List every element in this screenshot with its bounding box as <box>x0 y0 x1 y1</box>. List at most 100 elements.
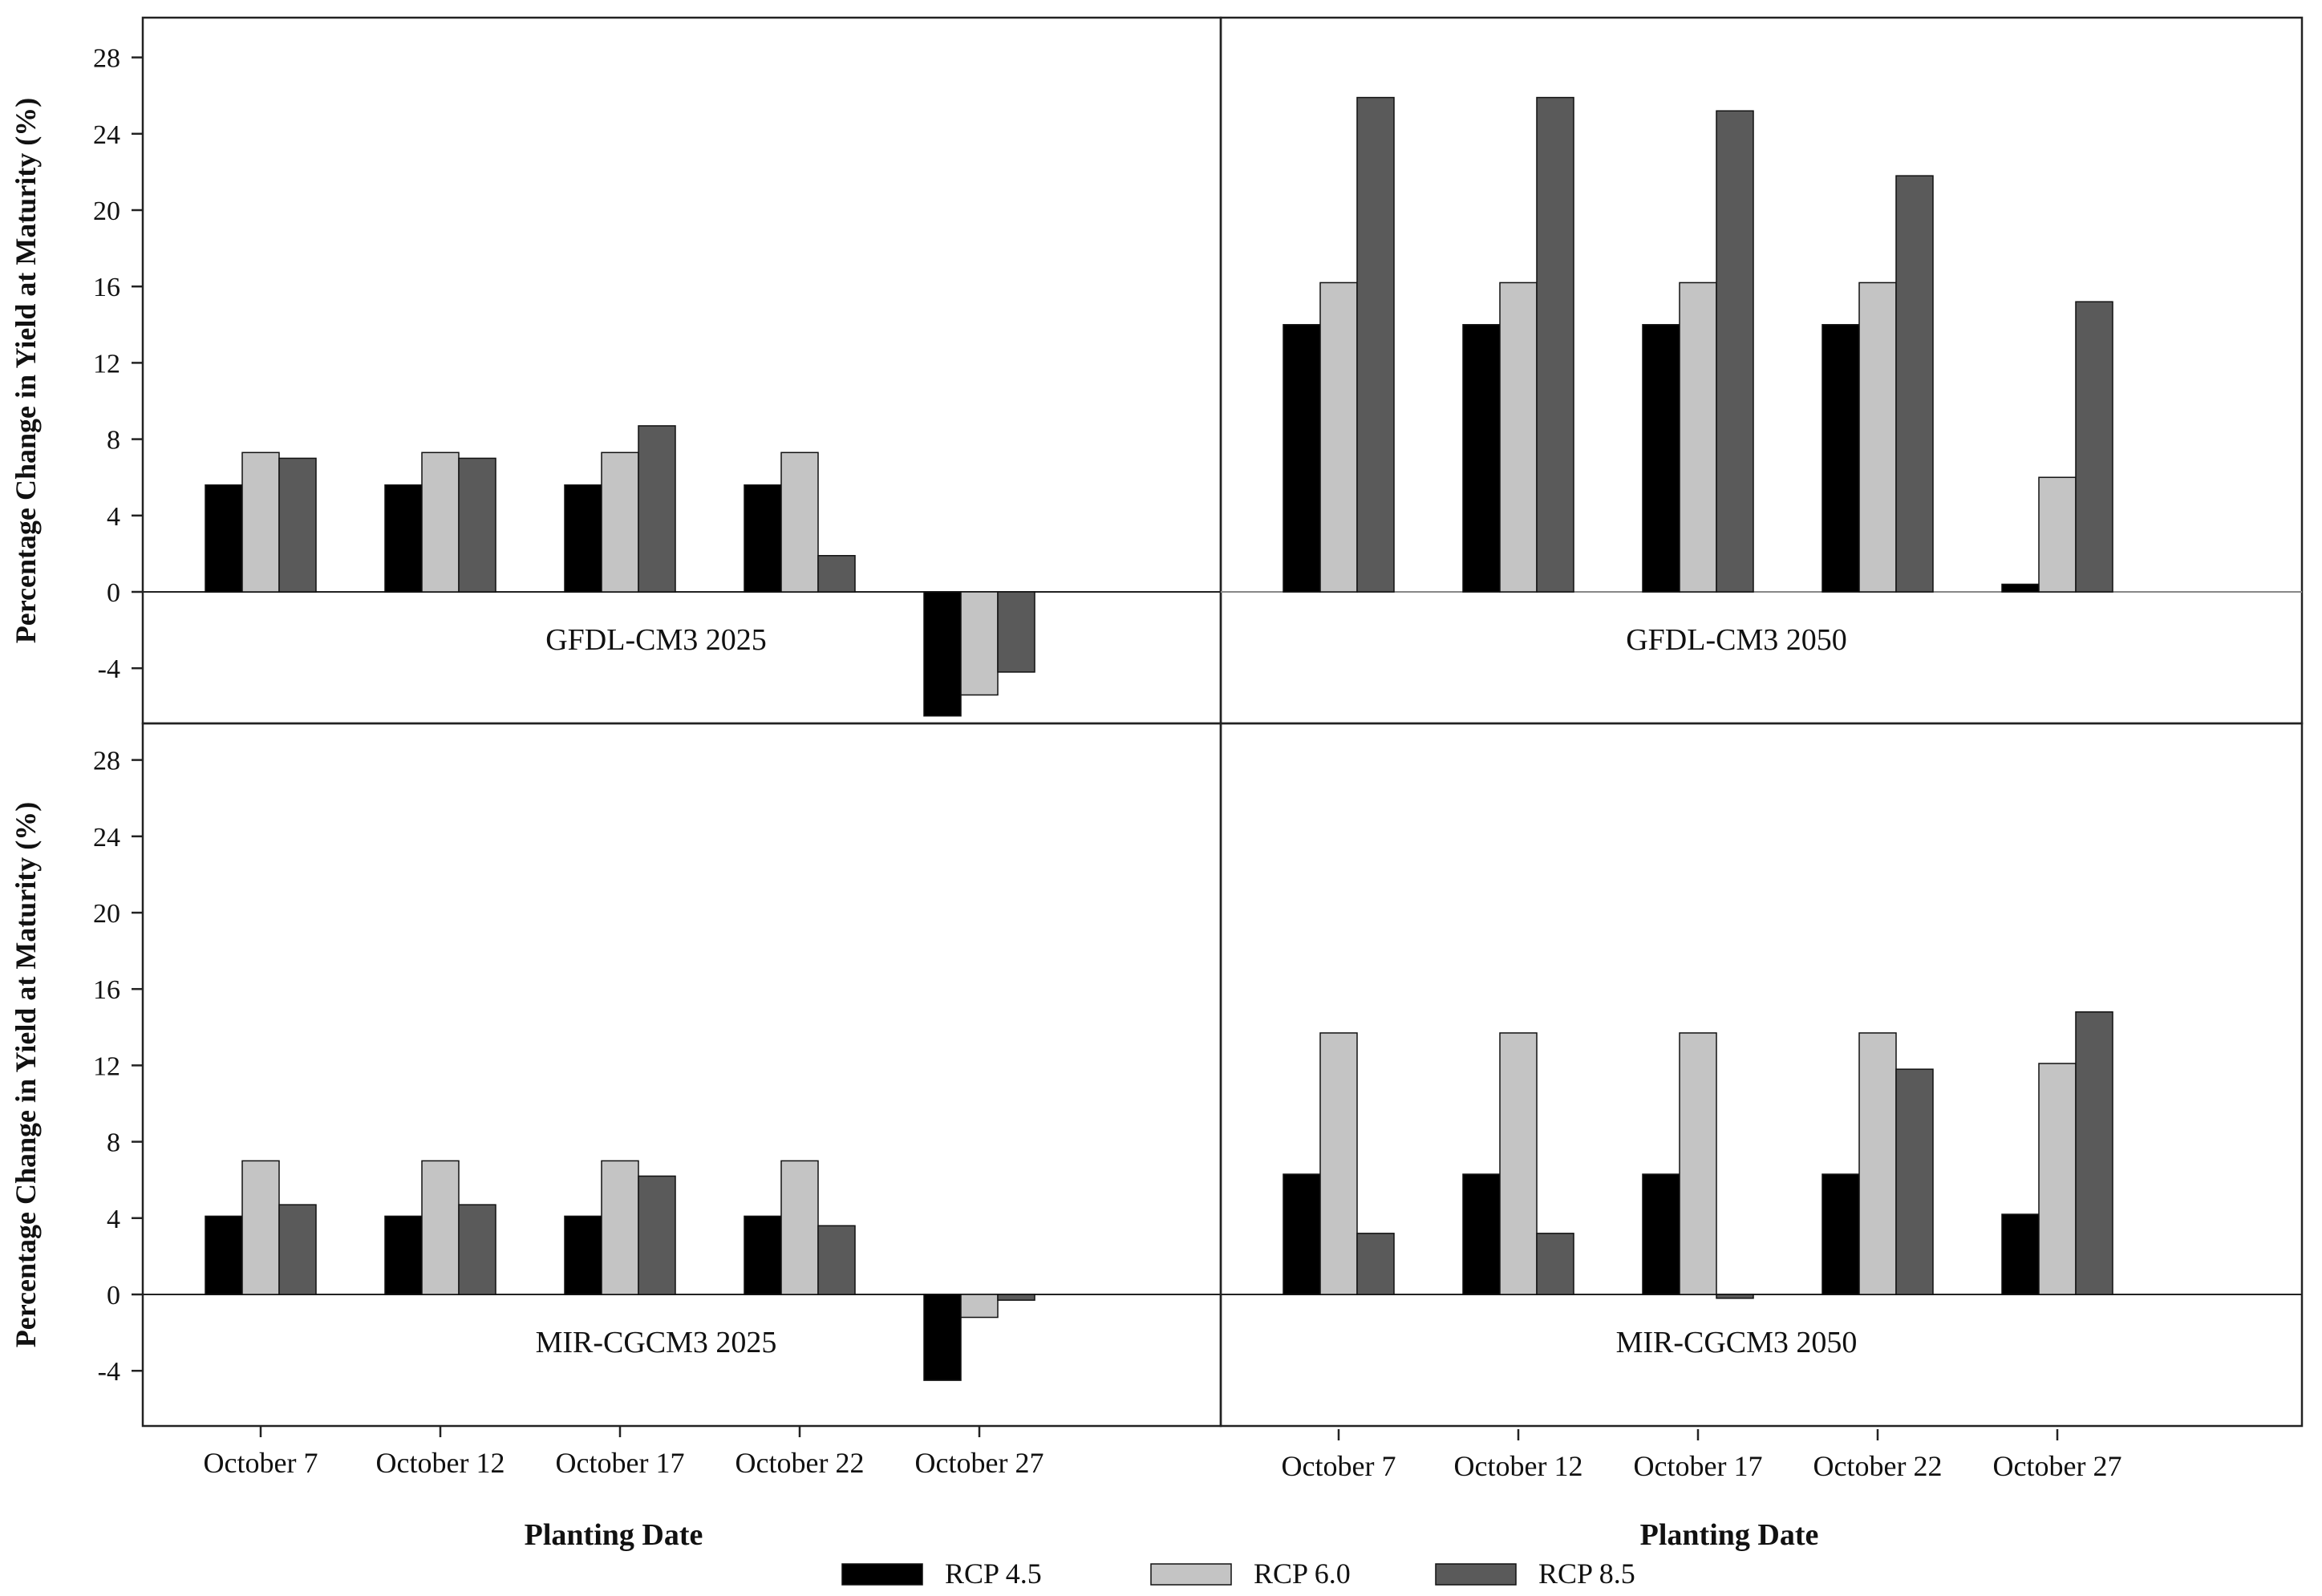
bar <box>384 484 423 593</box>
bar <box>1356 96 1395 593</box>
bar <box>564 1215 602 1295</box>
bar <box>2001 1213 2040 1295</box>
bar <box>923 1294 962 1381</box>
bar <box>601 452 639 593</box>
bar <box>780 1160 819 1295</box>
y-tick-label: 0 <box>107 578 120 608</box>
bar <box>1499 282 1538 593</box>
bar <box>1536 96 1574 593</box>
bar <box>205 1215 243 1295</box>
bar <box>744 1215 782 1295</box>
bar <box>638 425 676 593</box>
bar <box>960 1294 999 1319</box>
bar <box>205 484 243 593</box>
bar <box>1895 175 1934 593</box>
y-tick-label: 8 <box>107 426 120 456</box>
panels-layer: GFDL-CM3 2025 GFDL-CM3 2050 MIR-CGCM3 2025… <box>141 16 2304 1428</box>
legend-label: RCP 8.5 <box>1538 1558 1635 1590</box>
bar <box>1895 1068 1934 1295</box>
bar <box>1679 282 1717 593</box>
x-axis-label: Planting Date <box>525 1518 703 1552</box>
bar <box>1822 1173 1860 1295</box>
bar <box>1679 1032 1717 1295</box>
bar <box>923 591 962 717</box>
y-tick-label: 24 <box>93 120 120 150</box>
bar <box>817 1225 856 1295</box>
y-tick-label: 28 <box>93 747 120 776</box>
x-tick-label: October 17 <box>1634 1450 1763 1482</box>
panel-title: GFDL-CM3 2025 <box>545 623 767 657</box>
bar <box>1356 1233 1395 1295</box>
bar <box>2038 476 2077 593</box>
bar <box>744 484 782 593</box>
bar <box>421 452 460 593</box>
bar <box>241 452 280 593</box>
bar <box>1462 1173 1501 1295</box>
bar <box>1716 110 1754 593</box>
bar <box>1858 1032 1897 1295</box>
panel-frame <box>141 722 1222 1428</box>
bar <box>1822 324 1860 593</box>
y-tick-label: 12 <box>93 1051 120 1081</box>
y-tick-label: 16 <box>93 975 120 1005</box>
y-axis-label: Percentage Change in Yield at Maturity (… <box>10 98 42 644</box>
y-tick-label: 28 <box>93 44 120 74</box>
x-tick-label: October 7 <box>204 1447 318 1479</box>
legend: RCP 4.5 RCP 6.0 RCP 8.5 <box>841 1558 1635 1590</box>
legend-swatch <box>1435 1563 1517 1586</box>
legend-swatch <box>1150 1563 1232 1586</box>
bar <box>638 1175 676 1295</box>
x-tick-label: October 17 <box>556 1447 685 1479</box>
bar <box>421 1160 460 1295</box>
y-tick-label: 4 <box>107 502 120 532</box>
bar <box>997 1294 1035 1301</box>
bar <box>780 452 819 593</box>
x-tick-label: October 12 <box>376 1447 505 1479</box>
x-axis-label: Planting Date <box>1640 1518 1819 1552</box>
bar <box>960 591 999 696</box>
y-tick-label: -4 <box>98 654 120 684</box>
bar <box>1642 324 1680 593</box>
bar <box>384 1215 423 1295</box>
y-tick-label: 12 <box>93 349 120 379</box>
legend-label: RCP 4.5 <box>945 1558 1042 1590</box>
bar <box>1283 324 1321 593</box>
bar <box>241 1160 280 1295</box>
bar <box>1283 1173 1321 1295</box>
x-tick-label: October 27 <box>1993 1450 2122 1482</box>
x-tick-label: October 22 <box>1813 1450 1943 1482</box>
bar <box>1536 1233 1574 1295</box>
bar <box>458 1204 496 1295</box>
bar <box>1319 1032 1358 1295</box>
bar <box>1319 282 1358 593</box>
panel-frame <box>1219 722 2304 1428</box>
y-tick-label: 20 <box>93 899 120 929</box>
bar <box>817 555 856 593</box>
bar <box>278 1204 317 1295</box>
y-tick-label: -4 <box>98 1357 120 1387</box>
bar <box>2038 1063 2077 1295</box>
bar <box>2075 1011 2113 1295</box>
axes-layer: -4 0 4 8 12 16 20 24 28 Percentage Change in Yiel… <box>10 44 2121 1552</box>
bar <box>1858 282 1897 593</box>
bar <box>458 457 496 593</box>
x-tick-label: October 22 <box>736 1447 865 1479</box>
bar <box>601 1160 639 1295</box>
bar <box>1642 1173 1680 1295</box>
x-tick-label: October 7 <box>1282 1450 1396 1482</box>
x-tick-label: October 12 <box>1454 1450 1583 1482</box>
bar <box>2001 583 2040 593</box>
legend-swatch <box>841 1563 923 1586</box>
panel-title: GFDL-CM3 2050 <box>1626 623 1847 657</box>
bar <box>564 484 602 593</box>
y-tick-label: 8 <box>107 1128 120 1158</box>
bar <box>1716 1294 1754 1299</box>
bar <box>1499 1032 1538 1295</box>
panel-title: MIR-CGCM3 2025 <box>536 1326 777 1359</box>
y-tick-label: 20 <box>93 196 120 226</box>
panel-title: MIR-CGCM3 2050 <box>1616 1326 1858 1359</box>
x-tick-label: October 27 <box>915 1447 1044 1479</box>
y-tick-label: 24 <box>93 823 120 853</box>
y-tick-label: 4 <box>107 1205 120 1234</box>
